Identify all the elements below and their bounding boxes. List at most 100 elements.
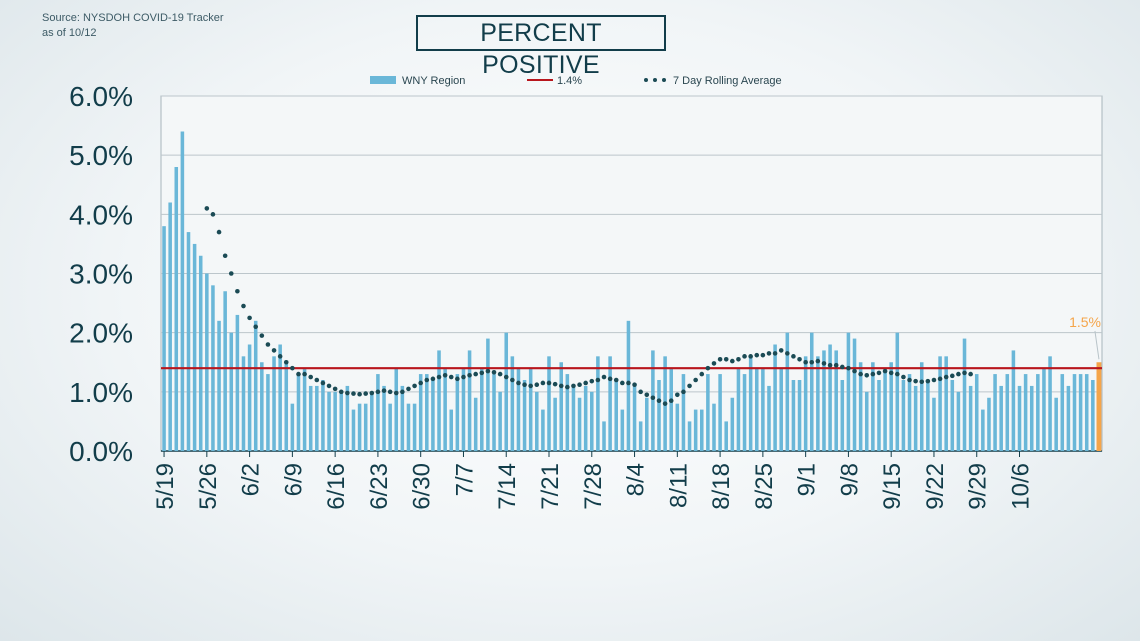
bar [822, 350, 826, 451]
rolling-average-point [681, 389, 686, 395]
rolling-average-point [235, 288, 240, 294]
rolling-average-point [241, 303, 246, 309]
bar [284, 362, 289, 451]
rolling-average-point [571, 383, 576, 389]
y-tick-label: 6.0% [69, 81, 133, 112]
y-tick-label: 5.0% [69, 140, 133, 171]
bar [247, 344, 252, 451]
x-tick-label: 7/28 [580, 463, 607, 510]
rolling-average-point [308, 374, 314, 380]
bar [962, 338, 967, 451]
bar [828, 344, 832, 451]
rolling-average-point [387, 389, 393, 395]
rolling-average-point [870, 371, 876, 377]
bar [620, 409, 625, 451]
rolling-average-point [754, 352, 760, 358]
rolling-average-point [290, 365, 295, 371]
bar [217, 320, 221, 451]
rolling-average-point [876, 370, 882, 376]
bar [779, 368, 783, 451]
bar [473, 397, 478, 451]
rolling-average-point [821, 361, 827, 366]
bar [809, 332, 814, 451]
rolling-average-point [516, 380, 521, 386]
rolling-average-point [491, 370, 497, 375]
bar [1029, 385, 1034, 451]
rolling-average-point [840, 364, 845, 370]
bar [205, 273, 209, 451]
bar [1072, 374, 1077, 451]
rolling-average-point [552, 381, 558, 387]
bar [1060, 374, 1065, 451]
rolling-average-point [797, 356, 802, 362]
bar [315, 385, 319, 451]
legend-average-dot [662, 78, 666, 82]
bar [712, 403, 716, 451]
bar [535, 391, 539, 451]
rolling-average-point [675, 392, 680, 398]
rolling-average-point [888, 370, 894, 376]
bar [272, 356, 276, 451]
bar [907, 374, 912, 451]
rolling-average-point [937, 376, 943, 382]
rolling-average-point [662, 401, 668, 406]
rolling-average-point [791, 354, 796, 359]
bar [602, 421, 606, 451]
rolling-average-point [901, 374, 906, 380]
bar [559, 362, 564, 451]
rolling-average-point [613, 377, 619, 383]
rolling-average-point [864, 372, 870, 378]
rolling-average-point [626, 380, 631, 386]
x-tick-label: 6/2 [238, 463, 265, 496]
bar [754, 368, 759, 451]
rolling-average-point [949, 373, 955, 379]
bar [669, 368, 673, 451]
legend-reference-label: 1.4% [557, 75, 582, 87]
bar [1023, 374, 1028, 451]
bar [583, 385, 588, 451]
rolling-average-point [448, 374, 454, 380]
rolling-average-point [968, 371, 973, 377]
legend-average-dot [644, 78, 648, 82]
y-tick-label: 0.0% [69, 436, 133, 467]
bar [382, 385, 386, 451]
bar [1005, 374, 1010, 451]
rolling-average-point [461, 374, 466, 380]
bar [198, 255, 203, 451]
bar [370, 391, 374, 451]
legend-average-label: 7 Day Rolling Average [673, 75, 782, 87]
bar [651, 350, 655, 451]
rolling-average-point [418, 380, 423, 386]
bar [968, 385, 973, 451]
bar [266, 374, 270, 451]
rolling-average-point [271, 348, 277, 353]
bar [406, 403, 411, 451]
y-tick-label: 2.0% [69, 318, 133, 349]
bar [699, 409, 704, 451]
bar [308, 385, 313, 451]
bar [657, 380, 661, 451]
rolling-average-point [320, 380, 326, 386]
rolling-average-point [638, 389, 643, 395]
bar [999, 385, 1003, 451]
source-note: Source: NYSDOH COVID-19 Tracker as of 10… [42, 11, 224, 41]
bar [938, 356, 942, 451]
bar [785, 332, 790, 451]
rolling-average-point [736, 356, 741, 362]
bar [528, 368, 533, 451]
rolling-average-point [510, 377, 515, 383]
bar [394, 368, 399, 451]
bar [944, 356, 948, 451]
bar [577, 397, 582, 451]
rolling-average-point [314, 377, 320, 383]
bar [504, 332, 509, 451]
bar [693, 409, 698, 451]
rolling-average-point [204, 206, 210, 211]
rolling-average-point [827, 362, 833, 368]
rolling-average-point [528, 383, 533, 389]
bar [449, 409, 454, 451]
bar [296, 374, 301, 451]
bar [425, 374, 429, 451]
bar [565, 374, 570, 451]
bar [724, 421, 728, 451]
